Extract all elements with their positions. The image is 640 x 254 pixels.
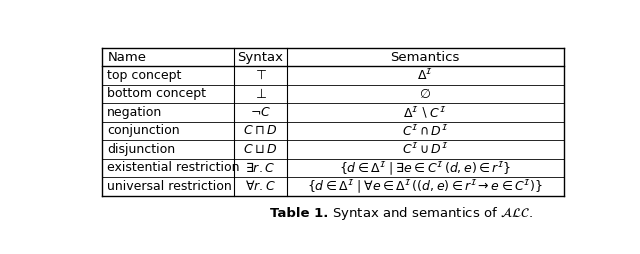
Text: bottom concept: bottom concept bbox=[108, 87, 206, 100]
Text: universal restriction: universal restriction bbox=[108, 180, 232, 193]
Text: disjunction: disjunction bbox=[108, 143, 175, 156]
Text: $\exists r.C$: $\exists r.C$ bbox=[245, 161, 275, 175]
Text: $\bot$: $\bot$ bbox=[253, 87, 268, 101]
Text: $C \sqcup D$: $C \sqcup D$ bbox=[243, 143, 278, 156]
Text: $\top$: $\top$ bbox=[253, 69, 268, 82]
Text: $C^{\mathcal{I}} \cup D^{\mathcal{I}}$: $C^{\mathcal{I}} \cup D^{\mathcal{I}}$ bbox=[402, 142, 449, 157]
Text: $\{d \in \Delta^{\mathcal{I}} \mid \exists e \in C^{\mathcal{I}}\,(d,e) \in r^{\: $\{d \in \Delta^{\mathcal{I}} \mid \exis… bbox=[339, 159, 511, 177]
Text: $\neg C$: $\neg C$ bbox=[250, 106, 271, 119]
Text: $\Delta^{\mathcal{I}}$: $\Delta^{\mathcal{I}}$ bbox=[417, 68, 433, 83]
Text: $C \sqcap D$: $C \sqcap D$ bbox=[243, 124, 278, 137]
Text: $\{d \in \Delta^{\mathcal{I}} \mid \forall e \in \Delta^{\mathcal{I}}\,((d,e) \i: $\{d \in \Delta^{\mathcal{I}} \mid \fora… bbox=[307, 178, 543, 195]
Text: negation: negation bbox=[108, 106, 163, 119]
Text: $C^{\mathcal{I}} \cap D^{\mathcal{I}}$: $C^{\mathcal{I}} \cap D^{\mathcal{I}}$ bbox=[402, 123, 449, 138]
Text: existential restriction: existential restriction bbox=[108, 162, 240, 174]
Text: Name: Name bbox=[108, 51, 147, 64]
Text: Syntax: Syntax bbox=[237, 51, 284, 64]
Text: top concept: top concept bbox=[108, 69, 182, 82]
Text: Table 1.: Table 1. bbox=[269, 207, 328, 220]
Text: $\forall r.C$: $\forall r.C$ bbox=[245, 180, 276, 194]
Text: Syntax and semantics of $\mathcal{ALC}$.: Syntax and semantics of $\mathcal{ALC}$. bbox=[328, 205, 533, 222]
Text: $\Delta^{\mathcal{I}} \setminus C^{\mathcal{I}}$: $\Delta^{\mathcal{I}} \setminus C^{\math… bbox=[403, 105, 447, 120]
Text: $\emptyset$: $\emptyset$ bbox=[419, 87, 431, 101]
Text: conjunction: conjunction bbox=[108, 124, 180, 137]
Text: Semantics: Semantics bbox=[390, 51, 460, 64]
